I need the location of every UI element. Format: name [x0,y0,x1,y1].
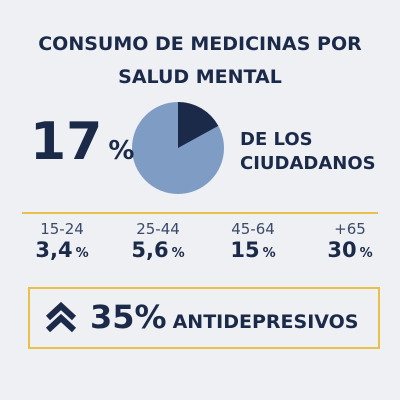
age-label: +65 [334,220,366,238]
age-group: +65 30% [302,220,398,262]
headline-label: DE LOS CIUDADANOS [240,129,376,174]
age-label: 25-44 [136,220,180,238]
headline-value: 17 [30,112,103,172]
title: CONSUMO DE MEDICINAS POR SALUD MENTAL [38,33,362,88]
age-label: 15-24 [40,220,84,238]
banner: 35% ANTIDEPRESIVOS [90,298,358,336]
headline-unit: % [108,136,135,166]
banner-label: ANTIDEPRESIVOS [172,311,359,333]
chevron-icon [45,301,77,333]
group-unit: % [359,246,373,261]
group-value: 30 [327,238,357,262]
banner-box [28,287,380,349]
pie-slice [178,102,219,148]
group-value: 3,4 [35,238,73,262]
age-group: 45-64 15% [205,220,301,262]
group-unit: % [262,246,276,261]
banner-unit: % [134,298,167,336]
group-unit: % [171,246,185,261]
age-group: 25-44 5,6% [110,220,206,262]
group-unit: % [75,246,89,261]
divider [22,212,378,214]
headline: 17% [30,112,134,172]
banner-value: 35 [90,298,135,336]
group-value: 5,6 [131,238,169,262]
group-value: 15 [230,238,260,262]
age-label: 45-64 [231,220,275,238]
age-group: 15-24 3,4% [14,220,110,262]
